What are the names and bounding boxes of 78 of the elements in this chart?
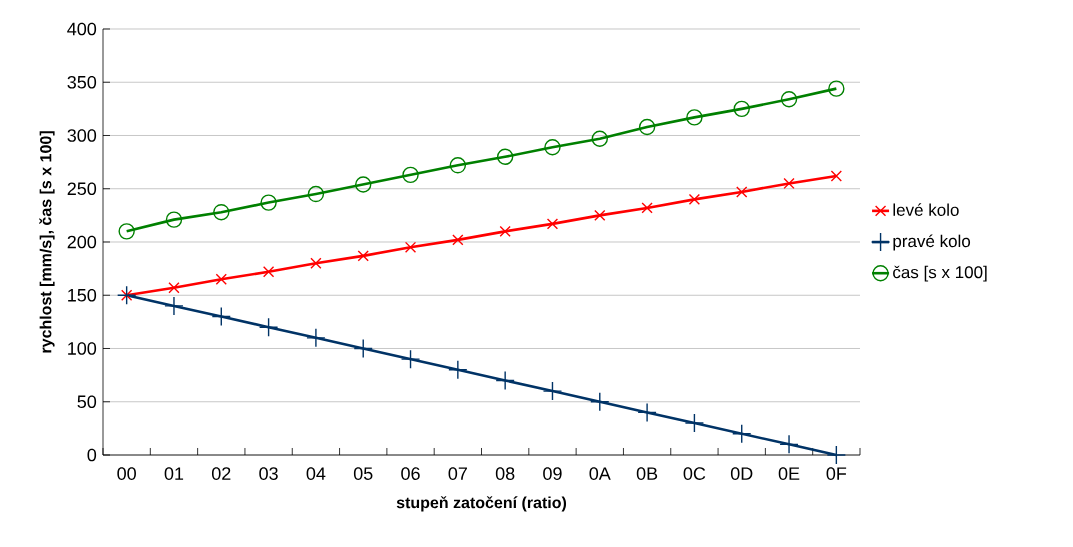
x-tick-label: 0F bbox=[826, 467, 847, 480]
point bbox=[211, 306, 231, 327]
point bbox=[542, 381, 563, 401]
y-tick-label: 100 bbox=[68, 342, 97, 355]
point bbox=[544, 139, 561, 156]
y-tick-label: 0 bbox=[87, 448, 97, 462]
point bbox=[400, 349, 421, 369]
point bbox=[733, 100, 750, 118]
y-tick-label: 250 bbox=[67, 182, 97, 196]
x-tick-label: 02 bbox=[211, 467, 231, 480]
point bbox=[637, 402, 657, 423]
point bbox=[310, 257, 322, 269]
point bbox=[826, 445, 847, 465]
x-tick-label: 08 bbox=[495, 467, 515, 480]
point bbox=[499, 225, 511, 237]
y-tick-label: 150 bbox=[68, 288, 97, 302]
y-tick-label: 200 bbox=[67, 235, 97, 249]
point bbox=[164, 296, 184, 316]
point bbox=[732, 424, 752, 444]
point bbox=[404, 241, 417, 253]
point bbox=[307, 185, 325, 203]
point bbox=[448, 360, 468, 380]
point bbox=[688, 193, 701, 206]
point bbox=[736, 186, 748, 198]
x-tick-label: 0C bbox=[683, 467, 706, 480]
point bbox=[355, 176, 372, 193]
point bbox=[780, 91, 798, 108]
point bbox=[116, 285, 137, 305]
point bbox=[449, 157, 467, 174]
y-tick-label: 50 bbox=[77, 395, 97, 409]
point bbox=[121, 289, 133, 301]
point bbox=[213, 203, 230, 221]
point bbox=[590, 392, 610, 412]
point bbox=[546, 218, 559, 230]
x-tick-label: 0E bbox=[778, 467, 800, 480]
point bbox=[262, 266, 275, 278]
x-tick-label: 05 bbox=[353, 467, 373, 480]
x-tick-label: 0D bbox=[730, 467, 753, 480]
y-axis-title: rychlost [mm/s], čas [s x 100] bbox=[39, 131, 55, 353]
point bbox=[779, 434, 799, 455]
x-tick-label: 0A bbox=[589, 467, 611, 480]
point bbox=[452, 234, 464, 246]
x-tick-label: 00 bbox=[117, 467, 136, 480]
point bbox=[828, 80, 845, 97]
x-tick-label: 09 bbox=[543, 467, 562, 480]
x-tick-label: 07 bbox=[448, 467, 467, 480]
y-tick-label: 400 bbox=[67, 22, 97, 36]
point bbox=[641, 202, 653, 214]
y-tick-label: 300 bbox=[67, 129, 97, 142]
x-tick-label: 0B bbox=[636, 467, 658, 480]
point bbox=[353, 338, 373, 359]
point bbox=[258, 317, 279, 337]
point bbox=[684, 413, 705, 433]
x-tick-label: 03 bbox=[259, 467, 278, 480]
point bbox=[686, 109, 703, 126]
point bbox=[594, 209, 606, 222]
legend-label: pravé kolo bbox=[893, 234, 971, 251]
x-tick-label: 01 bbox=[164, 467, 184, 480]
legend-label: levé kolo bbox=[893, 203, 959, 216]
point bbox=[783, 177, 795, 190]
point bbox=[357, 250, 369, 262]
point bbox=[402, 166, 419, 184]
point bbox=[830, 170, 842, 182]
x-tick-label: 06 bbox=[401, 467, 420, 480]
point bbox=[496, 148, 514, 165]
point bbox=[591, 130, 608, 147]
point bbox=[168, 282, 180, 294]
point bbox=[118, 223, 135, 240]
point bbox=[306, 328, 326, 348]
x-tick-label: 04 bbox=[306, 467, 326, 480]
point bbox=[638, 118, 656, 136]
point bbox=[215, 273, 227, 285]
x-axis-title: stupeň zatočení (ratio) bbox=[396, 496, 567, 512]
point bbox=[165, 211, 183, 228]
legend-label: čas [s x 100] bbox=[893, 265, 987, 282]
point bbox=[495, 370, 515, 391]
point bbox=[260, 194, 277, 211]
y-tick-label: 350 bbox=[67, 75, 97, 89]
